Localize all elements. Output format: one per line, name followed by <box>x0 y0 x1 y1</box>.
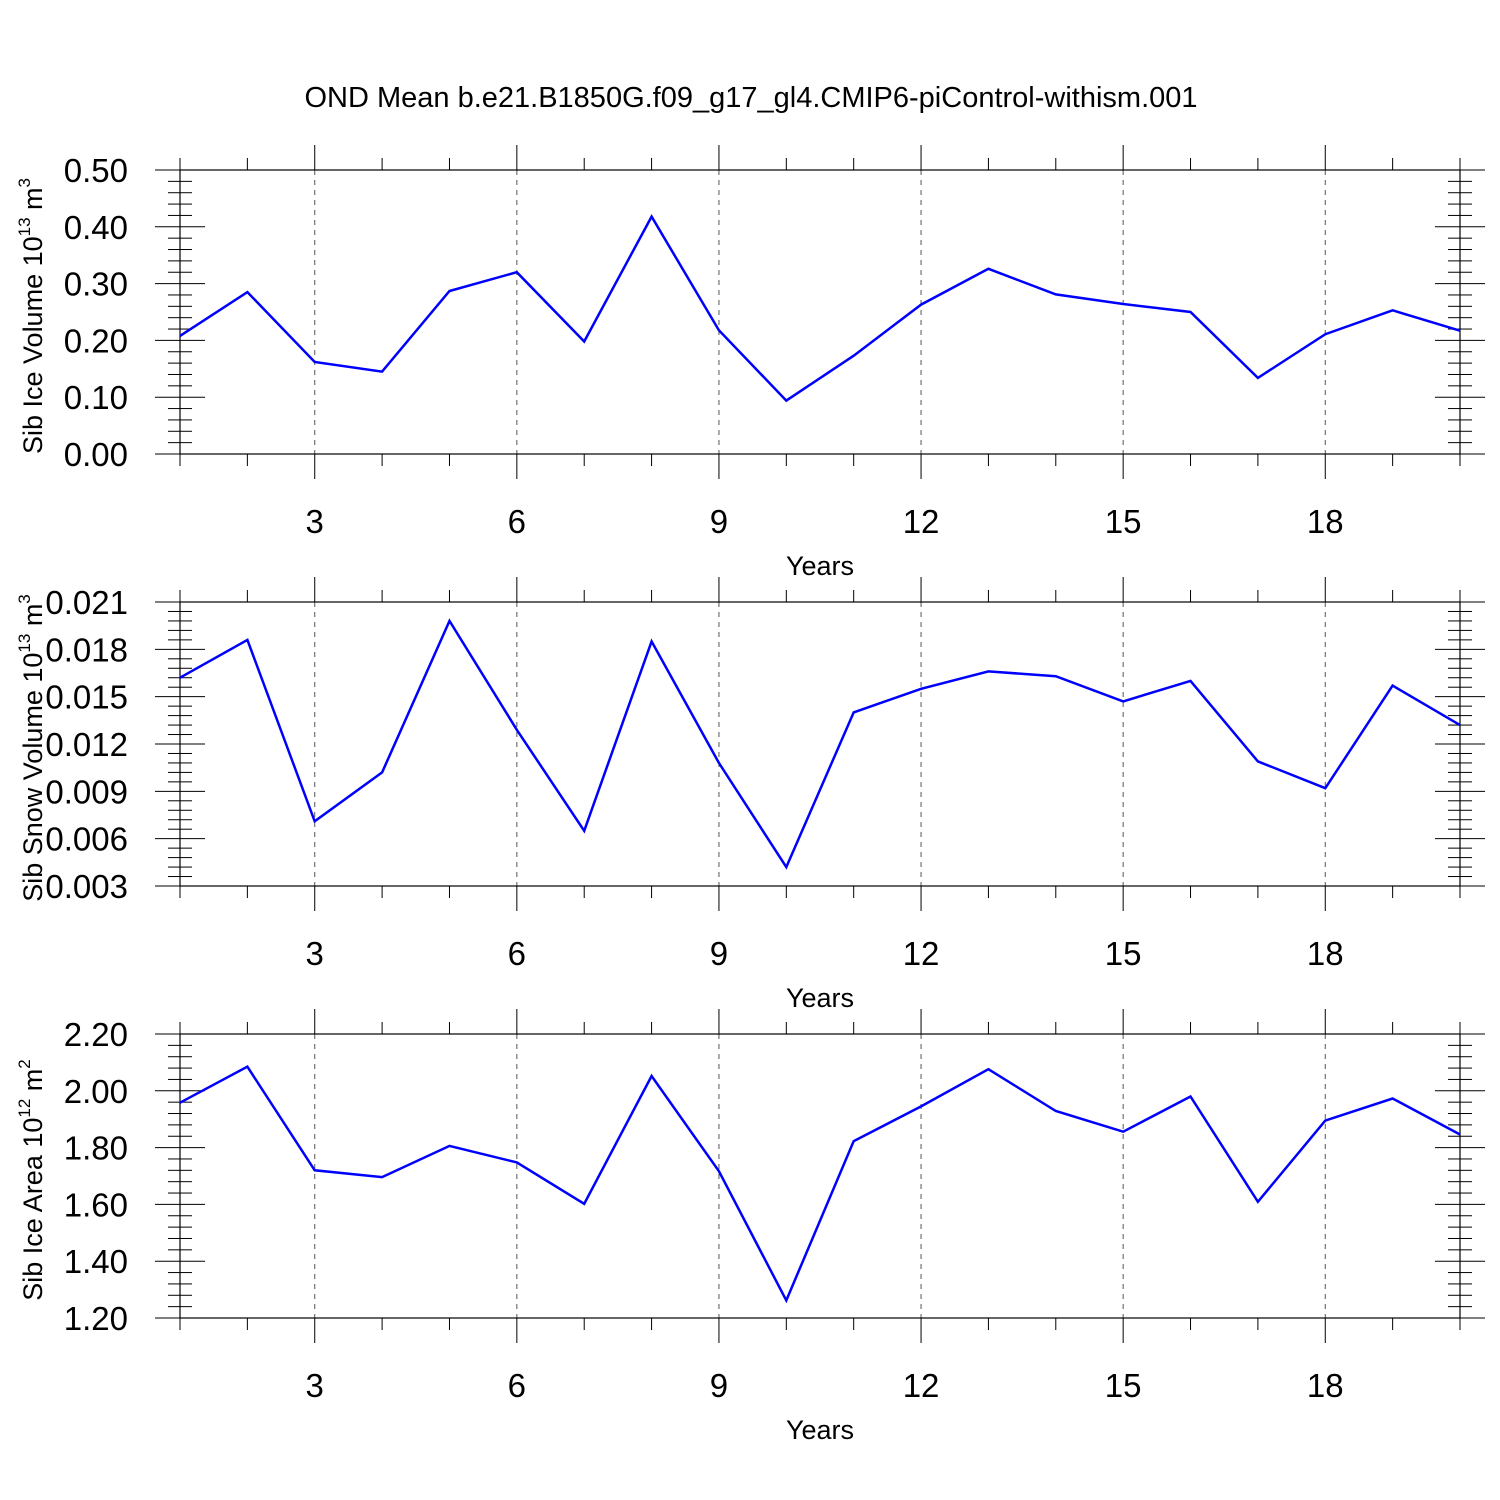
x-tick-label: 18 <box>1307 1367 1344 1404</box>
y-tick-label: 1.40 <box>64 1243 128 1280</box>
series-line <box>179 1065 1461 1304</box>
x-tick-label: 15 <box>1105 935 1142 972</box>
panel-2: 0.003 0.006 0.009 0.012 0.015 0.018 0.021 3 6 9 12… <box>15 577 1485 1013</box>
x-tick-label: 15 <box>1105 1367 1142 1404</box>
y-tick-label: 0.015 <box>45 679 128 716</box>
y-axis-label: Sib Ice Area 1012 m2 <box>15 1059 48 1301</box>
y-tick-label: 0.00 <box>64 436 128 473</box>
y-axis-label: Sib Ice Volume 1013 m3 <box>15 178 48 454</box>
x-tick-label: 6 <box>508 1367 526 1404</box>
y-tick-label: 2.00 <box>64 1073 128 1110</box>
y-axis-label: Sib Snow Volume 1013 m3 <box>15 594 48 902</box>
y-tick-label: 0.018 <box>45 631 128 668</box>
y-tick-label: 0.30 <box>64 266 128 303</box>
x-tick-label: 18 <box>1307 935 1344 972</box>
y-tick-label: 0.10 <box>64 379 128 416</box>
x-tick-label: 12 <box>903 1367 940 1404</box>
y-tick-label: 1.80 <box>64 1130 128 1167</box>
x-tick-label: 3 <box>306 503 324 540</box>
y-tick-label: 1.60 <box>64 1186 128 1223</box>
x-tick-label: 9 <box>710 935 728 972</box>
chart-title: OND Mean b.e21.B1850G.f09_g17_gl4.CMIP6-… <box>304 82 1197 114</box>
x-tick-label: 15 <box>1105 503 1142 540</box>
y-tick-label: 0.50 <box>64 152 128 189</box>
x-tick-label: 12 <box>903 935 940 972</box>
plot-frame <box>179 169 1461 455</box>
y-tick-label: 0.012 <box>45 726 128 763</box>
panels: 0.00 0.10 0.20 0.30 0.40 0.50 3 6 9 12 15 18 Years Si… <box>15 145 1485 1445</box>
x-tick-label: 3 <box>306 935 324 972</box>
x-axis-label: Years <box>786 983 854 1013</box>
y-tick-label: 0.006 <box>45 821 128 858</box>
series-line <box>179 618 1461 870</box>
x-tick-label: 12 <box>903 503 940 540</box>
x-tick-label: 6 <box>508 935 526 972</box>
panel-1: 0.00 0.10 0.20 0.30 0.40 0.50 3 6 9 12 15 18 Years Si… <box>15 145 1485 581</box>
series-line <box>179 214 1461 403</box>
x-axis-label: Years <box>786 1415 854 1445</box>
y-tick-label: 0.021 <box>45 584 128 621</box>
y-tick-label: 0.20 <box>64 322 128 359</box>
x-tick-label: 6 <box>508 503 526 540</box>
panel-3: 1.20 1.40 1.60 1.80 2.00 2.20 3 6 9 12 15 18 Years Si… <box>15 1009 1485 1445</box>
plot-frame <box>179 1033 1461 1319</box>
plot-frame <box>179 601 1461 887</box>
y-tick-label: 0.003 <box>45 868 128 905</box>
y-tick-label: 2.20 <box>64 1016 128 1053</box>
y-tick-label: 0.009 <box>45 773 128 810</box>
x-tick-label: 9 <box>710 1367 728 1404</box>
y-tick-label: 1.20 <box>64 1300 128 1337</box>
x-tick-label: 18 <box>1307 503 1344 540</box>
x-tick-label: 3 <box>306 1367 324 1404</box>
y-tick-label: 0.40 <box>64 209 128 246</box>
x-tick-label: 9 <box>710 503 728 540</box>
x-axis-label: Years <box>786 551 854 581</box>
